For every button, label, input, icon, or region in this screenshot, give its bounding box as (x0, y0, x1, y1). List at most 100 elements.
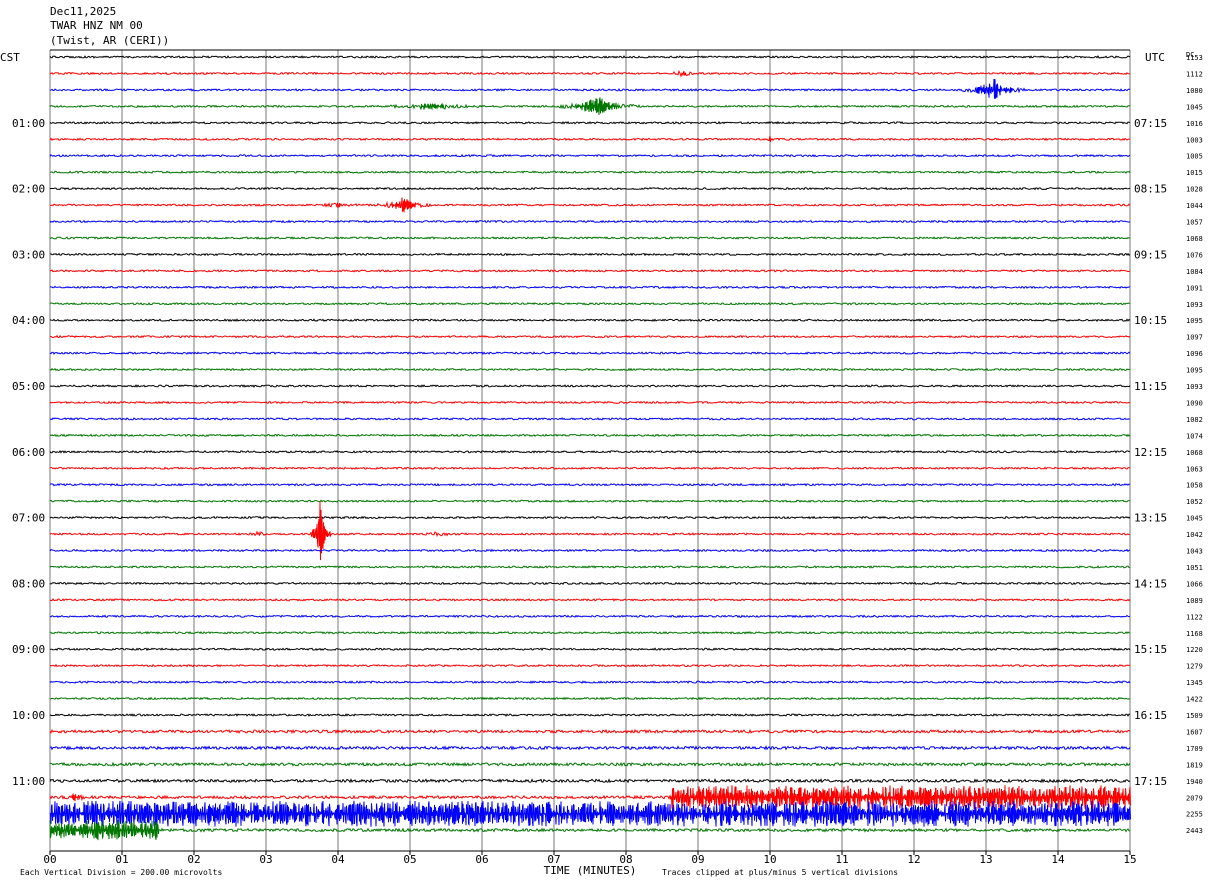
cst-time-label: 10:00 (12, 709, 45, 722)
dc-offset-label: 1940 (1186, 778, 1203, 786)
trace-21 (49, 400, 1131, 405)
dc-offset-label: 1074 (1186, 432, 1203, 440)
trace-39 (49, 696, 1131, 701)
trace-29 (49, 501, 1131, 561)
utc-time-label: 16:15 (1134, 709, 1167, 722)
dc-offset-label: 1091 (1186, 284, 1203, 292)
dc-offset-label: 2255 (1186, 811, 1203, 819)
dc-offset-label: 1090 (1186, 399, 1203, 407)
utc-time-label: 07:15 (1134, 117, 1167, 130)
trace-30 (49, 548, 1131, 553)
trace-42 (49, 745, 1131, 751)
dc-label: DC (1186, 51, 1194, 59)
cst-time-label: 06:00 (12, 446, 45, 459)
utc-axis-label: UTC (1145, 51, 1165, 64)
dc-offset-label: 1112 (1186, 70, 1203, 78)
trace-28 (49, 515, 1131, 520)
trace-6 (49, 153, 1131, 158)
trace-26 (49, 482, 1131, 487)
trace-18 (49, 351, 1131, 355)
trace-11 (49, 236, 1131, 240)
cst-time-label: 11:00 (12, 775, 45, 788)
trace-46 (49, 800, 1131, 827)
dc-offset-label: 1422 (1186, 696, 1203, 704)
trace-0 (49, 55, 1131, 59)
trace-14 (49, 285, 1131, 290)
x-tick-label: 15 (1123, 853, 1136, 866)
trace-24 (49, 449, 1131, 454)
utc-time-label: 13:15 (1134, 512, 1167, 525)
trace-17 (49, 334, 1131, 339)
x-tick-label: 09 (691, 853, 704, 866)
trace-37 (49, 663, 1131, 668)
x-tick-label: 10 (763, 853, 776, 866)
dc-offset-label: 1089 (1186, 597, 1203, 605)
footer-right-note: Traces clipped at plus/minus 5 vertical … (662, 868, 898, 877)
chart-location: (Twist, AR (CERI)) (50, 34, 170, 47)
utc-time-label: 15:15 (1134, 643, 1167, 656)
utc-time-label: 08:15 (1134, 183, 1167, 196)
dc-offset-label: 1509 (1186, 712, 1203, 720)
seismic-traces (49, 55, 1131, 841)
dc-offset-label: 1051 (1186, 564, 1203, 572)
dc-offset-label: 1095 (1186, 367, 1203, 375)
dc-offset-label: 1080 (1186, 87, 1203, 95)
trace-41 (49, 728, 1131, 735)
trace-15 (49, 301, 1131, 306)
dc-offset-label: 1709 (1186, 745, 1203, 753)
x-tick-label: 03 (259, 853, 272, 866)
cst-axis-label: CST (0, 51, 20, 64)
cst-time-label: 09:00 (12, 643, 45, 656)
cst-time-label: 03:00 (12, 248, 45, 261)
utc-time-label: 10:15 (1134, 314, 1167, 327)
cst-time-label: 05:00 (12, 380, 45, 393)
dc-offset-label: 1279 (1186, 663, 1203, 671)
dc-offset-label: 1095 (1186, 317, 1203, 325)
trace-31 (49, 565, 1131, 569)
dc-offset-label: 1607 (1186, 728, 1203, 736)
dc-offset-label: 1168 (1186, 630, 1203, 638)
trace-1 (49, 69, 1131, 78)
utc-time-label: 14:15 (1134, 577, 1167, 590)
dc-offset-label: 1016 (1186, 120, 1203, 128)
trace-25 (49, 466, 1131, 471)
footer-left-note: Each Vertical Division = 200.00 microvol… (20, 868, 222, 877)
cst-time-label: 07:00 (12, 512, 45, 525)
trace-8 (49, 186, 1131, 191)
dc-offset-label: 1093 (1186, 383, 1203, 391)
trace-35 (49, 630, 1131, 635)
dc-offset-label: 1082 (1186, 416, 1203, 424)
dc-offset-label: 1045 (1186, 515, 1203, 523)
trace-9 (50, 197, 1131, 213)
dc-offset-label: 1096 (1186, 350, 1203, 358)
x-tick-label: 14 (1051, 853, 1065, 866)
trace-10 (49, 219, 1131, 224)
dc-offset-label: 1084 (1186, 268, 1203, 276)
trace-38 (49, 680, 1131, 684)
dc-offset-label: 2079 (1186, 794, 1203, 802)
dc-offset-label: 1015 (1186, 169, 1203, 177)
trace-3 (49, 97, 1131, 115)
dc-offset-label: 1068 (1186, 235, 1203, 243)
x-tick-label: 11 (835, 853, 848, 866)
dc-offset-label: 1042 (1186, 531, 1203, 539)
axis-labels: CST UTC DC TIME (MINUTES) Each Vertical … (0, 51, 1203, 877)
dc-offset-label: 2443 (1186, 827, 1203, 835)
trace-7 (49, 170, 1131, 174)
x-tick-label: 04 (331, 853, 345, 866)
trace-2 (49, 78, 1131, 99)
trace-36 (49, 647, 1131, 652)
x-tick-label: 05 (403, 853, 416, 866)
dc-offset-label: 1345 (1186, 679, 1203, 687)
x-tick-label: 13 (979, 853, 992, 866)
trace-27 (49, 499, 1131, 503)
dc-offset-label: 1068 (1186, 449, 1203, 457)
dc-offset-label: 1153 (1186, 54, 1203, 62)
dc-offset-label: 1052 (1186, 498, 1203, 506)
utc-time-label: 11:15 (1134, 380, 1167, 393)
chart-station: TWAR HNZ NM 00 (50, 19, 143, 32)
dc-offset-label: 1045 (1186, 103, 1203, 111)
utc-time-label: 09:15 (1134, 248, 1167, 261)
trace-4 (49, 120, 1131, 125)
